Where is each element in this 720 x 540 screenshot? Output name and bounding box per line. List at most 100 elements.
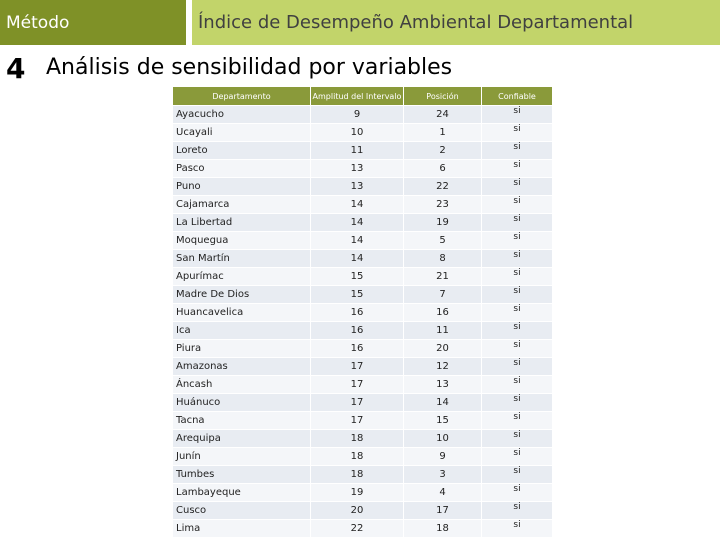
table-row: Ucayali 10 1 si xyxy=(172,123,553,142)
table-cell: 11 xyxy=(310,141,404,160)
table-cell: si xyxy=(481,411,553,430)
table-cell: 15 xyxy=(310,267,404,286)
table-cell: 18 xyxy=(310,447,404,466)
table-cell: si xyxy=(481,285,553,304)
table-cell: 13 xyxy=(310,177,404,196)
table-cell: Apurímac xyxy=(172,267,311,286)
table-cell: 21 xyxy=(403,267,482,286)
table-cell: 16 xyxy=(310,339,404,358)
table: Departamento Amplitud del Intervalo Posici… xyxy=(172,86,553,538)
table-cell: si xyxy=(481,429,553,448)
table-cell: Amazonas xyxy=(172,357,311,376)
table-row: Amazonas 17 12 si xyxy=(172,357,553,376)
table-cell: 17 xyxy=(310,411,404,430)
table-row: Tacna 17 15 si xyxy=(172,411,553,430)
table-cell: si xyxy=(481,267,553,286)
table-cell: Pasco xyxy=(172,159,311,178)
table-cell: 8 xyxy=(403,249,482,268)
table-cell: 18 xyxy=(310,429,404,448)
slide-number: 4 xyxy=(6,52,26,85)
table-row: Apurímac 15 21 si xyxy=(172,267,553,286)
table-cell: Junín xyxy=(172,447,311,466)
table-cell: 24 xyxy=(403,105,482,124)
table-row: Moquegua 14 5 si xyxy=(172,231,553,250)
table-cell: 5 xyxy=(403,231,482,250)
table-cell: 14 xyxy=(310,249,404,268)
table-row: Lambayeque 19 4 si xyxy=(172,483,553,502)
table-cell: si xyxy=(481,159,553,178)
table-cell: 14 xyxy=(403,393,482,412)
table-cell: 6 xyxy=(403,159,482,178)
table-cell: Ica xyxy=(172,321,311,340)
table-cell: 14 xyxy=(310,213,404,232)
table-cell: 18 xyxy=(403,519,482,538)
table-cell: si xyxy=(481,249,553,268)
table-cell: 2 xyxy=(403,141,482,160)
table-cell: Cajamarca xyxy=(172,195,311,214)
table-row: Ayacucho 9 24 si xyxy=(172,105,553,124)
table-cell: si xyxy=(481,303,553,322)
table-cell: 13 xyxy=(403,375,482,394)
table-cell: 19 xyxy=(403,213,482,232)
table-cell: 10 xyxy=(403,429,482,448)
table-cell: Arequipa xyxy=(172,429,311,448)
table-cell: si xyxy=(481,483,553,502)
table-row: Loreto 11 2 si xyxy=(172,141,553,160)
table-row: Tumbes 18 3 si xyxy=(172,465,553,484)
table-cell: San Martín xyxy=(172,249,311,268)
table-row: Arequipa 18 10 si xyxy=(172,429,553,448)
table-cell: 10 xyxy=(310,123,404,142)
table-cell: 22 xyxy=(310,519,404,538)
table-cell: 22 xyxy=(403,177,482,196)
table-cell: si xyxy=(481,213,553,232)
table-cell: 20 xyxy=(403,339,482,358)
table-cell: Tumbes xyxy=(172,465,311,484)
table-cell: Huánuco xyxy=(172,393,311,412)
column-header: Departamento xyxy=(172,86,311,106)
table-cell: si xyxy=(481,447,553,466)
table-cell: 18 xyxy=(310,465,404,484)
table-cell: Puno xyxy=(172,177,311,196)
column-header: Confiable xyxy=(481,86,553,106)
table-cell: 16 xyxy=(310,303,404,322)
table-row: San Martín 14 8 si xyxy=(172,249,553,268)
table-cell: Lima xyxy=(172,519,311,538)
table-cell: 19 xyxy=(310,483,404,502)
table-cell: si xyxy=(481,339,553,358)
table-cell: si xyxy=(481,375,553,394)
header-row: Departamento Amplitud del Intervalo Posici… xyxy=(172,86,553,106)
table-row: Pasco 13 6 si xyxy=(172,159,553,178)
table-cell: si xyxy=(481,501,553,520)
table-cell: 14 xyxy=(310,195,404,214)
table-cell: 9 xyxy=(403,447,482,466)
table-row: Cajamarca 14 23 si xyxy=(172,195,553,214)
table-row: Áncash 17 13 si xyxy=(172,375,553,394)
table-cell: 12 xyxy=(403,357,482,376)
column-header: Amplitud del Intervalo xyxy=(310,86,404,106)
table-cell: 16 xyxy=(403,303,482,322)
section-label: Método xyxy=(0,0,186,45)
table-cell: si xyxy=(481,393,553,412)
table-cell: 1 xyxy=(403,123,482,142)
table-cell: Cusco xyxy=(172,501,311,520)
table-cell: 15 xyxy=(310,285,404,304)
table-cell: 16 xyxy=(310,321,404,340)
table-cell: Ayacucho xyxy=(172,105,311,124)
table-cell: si xyxy=(481,465,553,484)
table-cell: si xyxy=(481,357,553,376)
table-cell: 4 xyxy=(403,483,482,502)
table-cell: Huancavelica xyxy=(172,303,311,322)
table-row: Huánuco 17 14 si xyxy=(172,393,553,412)
table-row: Piura 16 20 si xyxy=(172,339,553,358)
table-cell: si xyxy=(481,105,553,124)
table-cell: si xyxy=(481,195,553,214)
table-cell: 17 xyxy=(310,375,404,394)
table-cell: si xyxy=(481,123,553,142)
table-cell: si xyxy=(481,177,553,196)
table-cell: Ucayali xyxy=(172,123,311,142)
column-header: Posición xyxy=(403,86,482,106)
table-cell: si xyxy=(481,321,553,340)
table-cell: Moquegua xyxy=(172,231,311,250)
table-cell: 15 xyxy=(403,411,482,430)
